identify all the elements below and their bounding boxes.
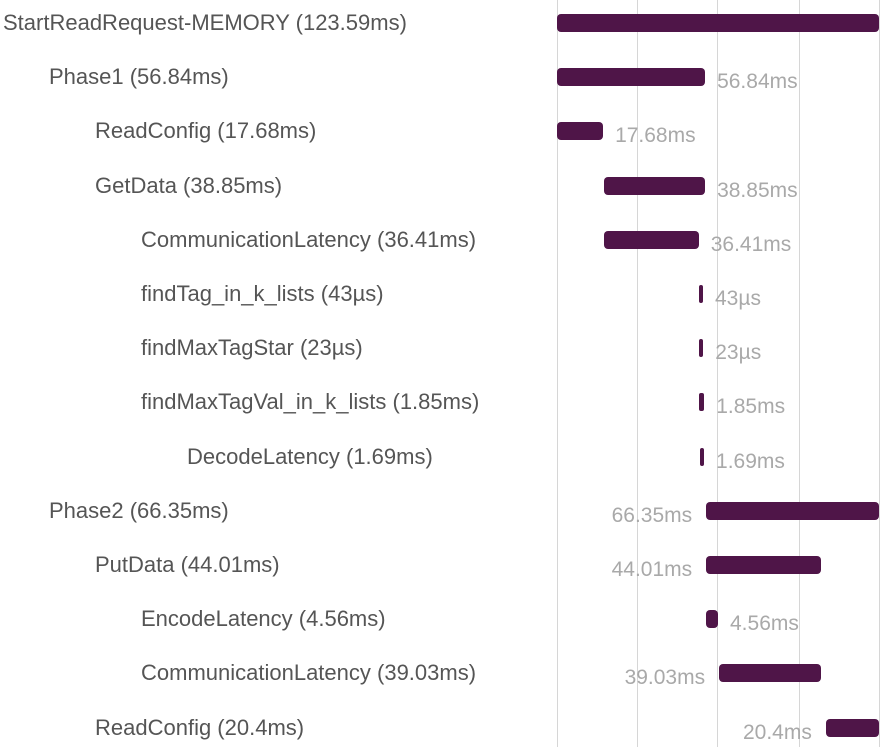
span-bar[interactable] — [719, 664, 821, 683]
span-bar[interactable] — [699, 339, 704, 358]
span-duration-label: 23µs — [715, 341, 762, 365]
span-duration-label: 56.84ms — [717, 70, 798, 94]
span-bar[interactable] — [706, 556, 821, 574]
span-duration-label: 1.85ms — [716, 395, 786, 419]
span-duration-label: 1.69ms — [716, 449, 785, 473]
timeline-gridline — [557, 0, 558, 747]
span-bar[interactable] — [699, 393, 705, 412]
span-duration-label: 44.01ms — [611, 558, 693, 581]
span-label: PutData (44.01ms) — [95, 552, 280, 577]
span-duration-label: 43µs — [714, 287, 761, 310]
span-duration-label: 17.68ms — [615, 124, 696, 148]
span-label: findMaxTagVal_in_k_lists (1.85ms) — [141, 389, 480, 415]
span-bar[interactable] — [825, 718, 879, 737]
span-duration-label: 38.85ms — [717, 178, 798, 202]
span-bar[interactable] — [603, 230, 699, 249]
timeline-gridline — [879, 0, 880, 747]
span-bar[interactable] — [706, 610, 718, 629]
span-label: GetData (38.85ms) — [95, 172, 283, 198]
span-label: Phase2 (66.35ms) — [49, 497, 229, 523]
span-label: Phase1 (56.84ms) — [49, 64, 229, 90]
span-bar[interactable] — [699, 447, 705, 466]
span-label: CommunicationLatency (36.41ms) — [141, 226, 477, 252]
span-duration-label: 36.41ms — [710, 232, 792, 256]
span-label: StartReadRequest-MEMORY (123.59ms) — [3, 10, 407, 35]
span-bar[interactable] — [557, 122, 604, 141]
span-label: ReadConfig (17.68ms) — [95, 118, 317, 144]
span-bar[interactable] — [698, 285, 703, 303]
timeline-gridline — [799, 0, 800, 747]
span-label: CommunicationLatency (39.03ms) — [141, 660, 477, 686]
span-bar[interactable] — [557, 68, 706, 87]
span-label: DecodeLatency (1.69ms) — [187, 443, 433, 469]
timeline-gridline — [717, 0, 718, 747]
span-label: findMaxTagStar (23µs) — [141, 335, 363, 361]
span-label: ReadConfig (20.4ms) — [95, 714, 305, 740]
span-duration-label: 39.03ms — [624, 666, 706, 690]
span-duration-label: 66.35ms — [611, 503, 693, 527]
span-duration-label: 20.4ms — [742, 720, 812, 744]
timeline-gridline — [637, 0, 638, 747]
span-duration-label: 4.56ms — [730, 612, 799, 636]
span-label: findTag_in_k_lists (43µs) — [141, 281, 384, 306]
span-label: EncodeLatency (4.56ms) — [141, 606, 386, 632]
span-bar[interactable] — [557, 14, 879, 32]
span-bar[interactable] — [603, 176, 706, 195]
span-bar[interactable] — [706, 501, 879, 520]
